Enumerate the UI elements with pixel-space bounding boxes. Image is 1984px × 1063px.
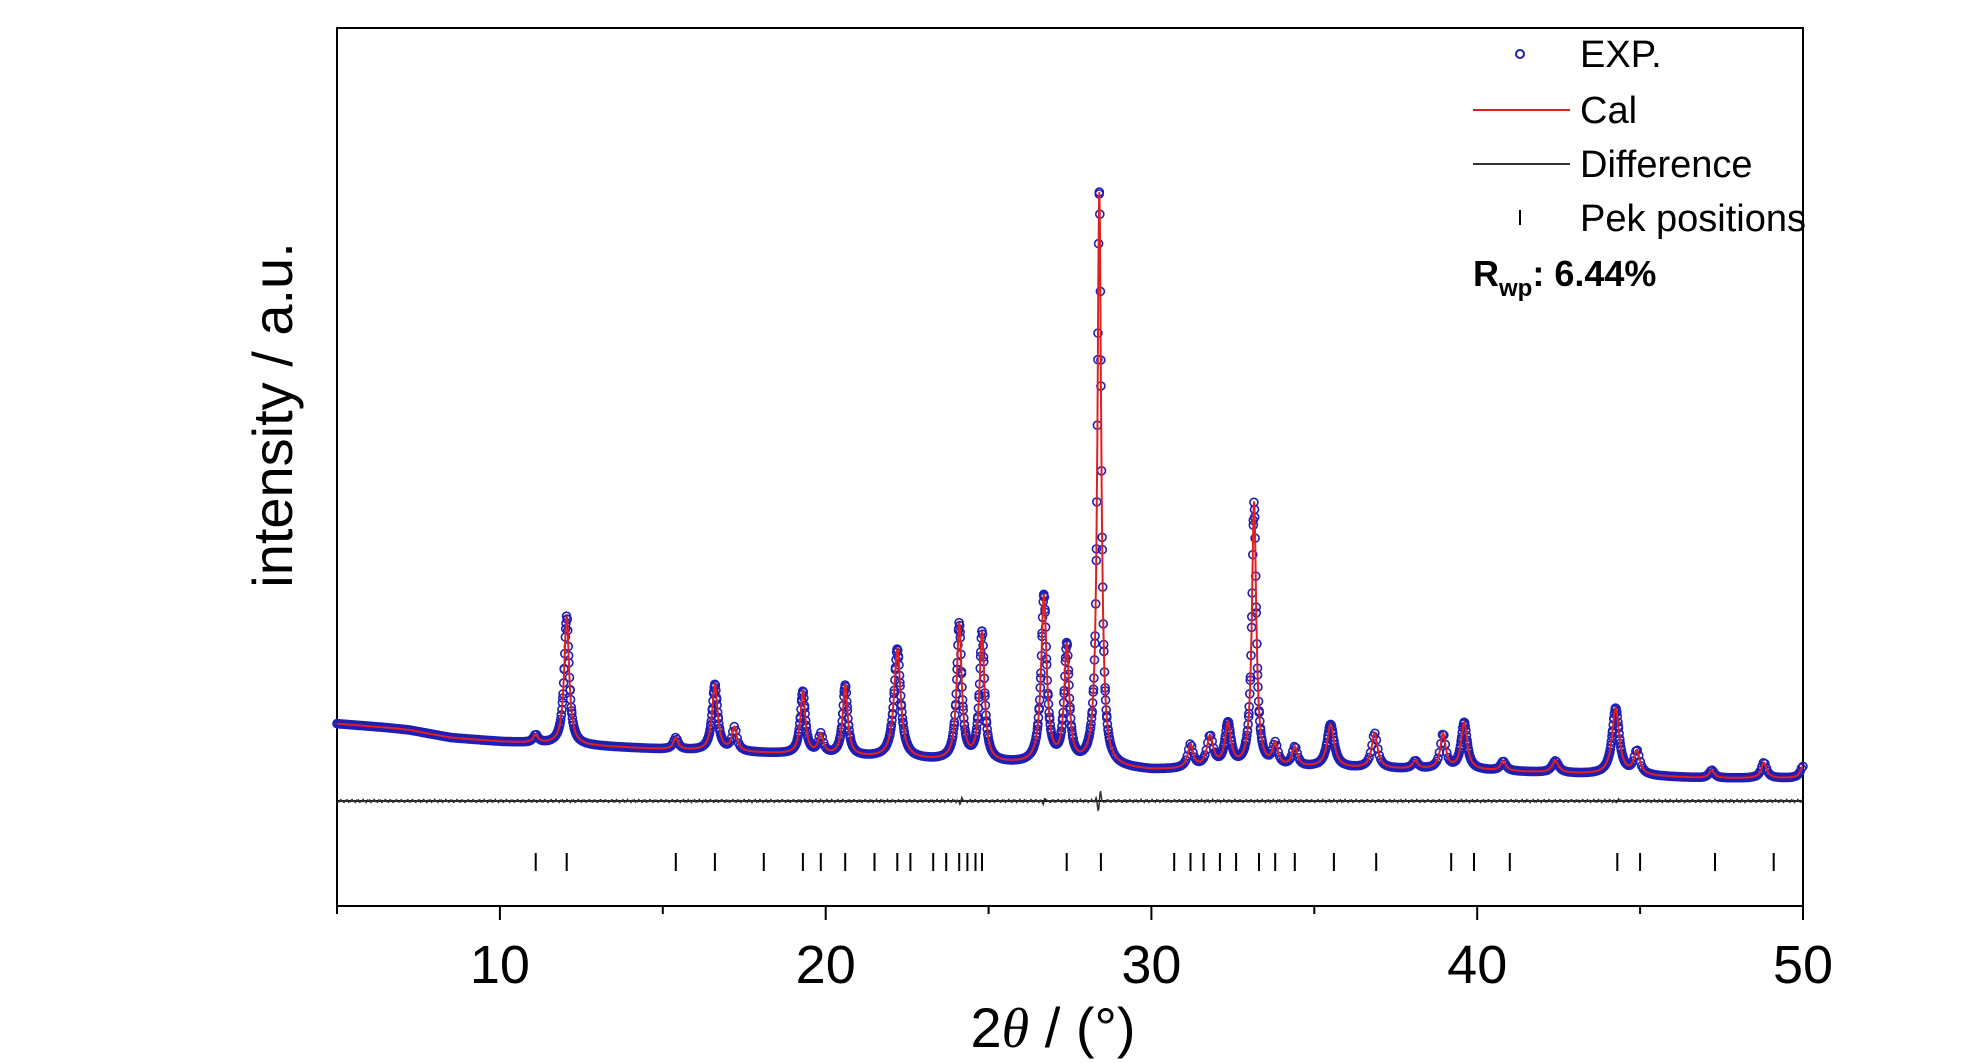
- legend-peak-positions-label: Pek positions: [1580, 198, 1806, 240]
- legend-cal-label: Cal: [1580, 90, 1637, 132]
- exp-point: [722, 738, 733, 749]
- exp-point: [1433, 753, 1443, 764]
- exp-point: [1185, 739, 1195, 749]
- x-axis: 10 20 30 40 50: [336, 906, 1833, 995]
- x-axis-title-symbol: θ: [1002, 998, 1030, 1060]
- x-axis-title-prefix: 2: [970, 996, 1001, 1059]
- y-axis-title: intensity / a.u.: [241, 242, 304, 588]
- x-tick-label: 20: [796, 935, 856, 995]
- rwp-subscript: wp: [1498, 275, 1532, 302]
- exp-point: [1370, 728, 1380, 739]
- cal-line: [336, 192, 1804, 779]
- x-tick-label: 40: [1447, 935, 1507, 995]
- x-tick-label: 30: [1121, 935, 1181, 995]
- exp-point: [1205, 730, 1216, 741]
- legend-exp-marker: [1515, 49, 1525, 59]
- exp-point: [1760, 758, 1770, 769]
- exp-point: [1338, 758, 1349, 769]
- legend-difference-label: Difference: [1580, 144, 1753, 186]
- exp-point: [1181, 755, 1191, 766]
- difference-series: [336, 790, 1804, 812]
- exp-point: [1074, 746, 1085, 757]
- exp-point: [853, 747, 863, 757]
- exp-point: [1796, 763, 1807, 774]
- rwp-symbol: R: [1473, 253, 1499, 294]
- plot-frame: [336, 27, 1804, 907]
- difference-line: [336, 790, 1804, 812]
- exp-point: [1798, 761, 1808, 772]
- exp-point: [815, 727, 826, 738]
- legend: EXP. Cal Difference Pek positions Rwp: 6…: [1473, 34, 1806, 302]
- exp-point: [1361, 757, 1371, 768]
- exp-point: [729, 721, 740, 732]
- exp-point: [1632, 745, 1643, 756]
- cal-series: [336, 192, 1804, 779]
- rwp-value: : 6.44%: [1532, 253, 1656, 294]
- exp-point: [989, 749, 1000, 760]
- exp-point: [905, 744, 915, 755]
- x-axis-title-suffix: / (°): [1029, 996, 1135, 1059]
- exp-point: [1197, 755, 1207, 765]
- legend-exp-label: EXP.: [1580, 34, 1662, 76]
- peak-positions-series: [534, 853, 1775, 871]
- rwp-annotation: Rwp: 6.44%: [1473, 253, 1656, 302]
- exp-point: [1107, 744, 1117, 754]
- exp-point: [1623, 760, 1634, 771]
- x-tick-label: 50: [1773, 935, 1833, 995]
- exp-point: [1472, 761, 1482, 772]
- x-tick-label: 10: [470, 935, 530, 995]
- exp-point: [1364, 752, 1374, 763]
- x-axis-title: 2θ / (°): [970, 996, 1135, 1060]
- exp-point: [1430, 758, 1440, 769]
- exp-point: [1200, 750, 1210, 760]
- exp-point: [574, 733, 585, 744]
